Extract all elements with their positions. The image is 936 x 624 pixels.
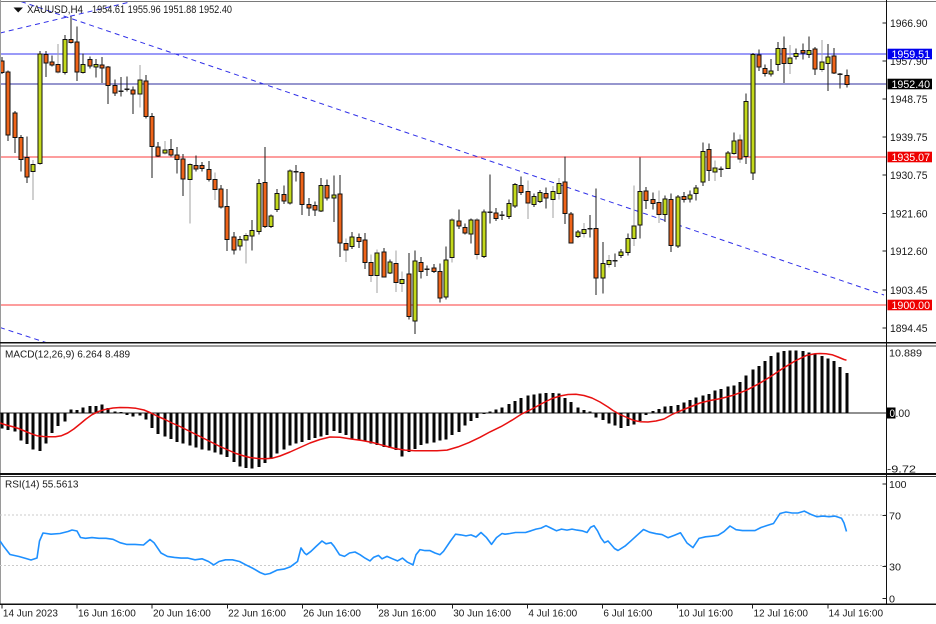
svg-text:1959.51: 1959.51 (892, 49, 931, 61)
svg-text:16 Jun 16:00: 16 Jun 16:00 (78, 609, 136, 620)
svg-text:70: 70 (889, 511, 901, 523)
svg-text:1894.45: 1894.45 (890, 323, 928, 335)
svg-text:0: 0 (889, 593, 895, 605)
svg-text:1966.90: 1966.90 (890, 18, 928, 30)
svg-text:RSI(14) 55.5613: RSI(14) 55.5613 (5, 480, 79, 491)
svg-text:26 Jun 16:00: 26 Jun 16:00 (303, 609, 361, 620)
svg-text:1954.61 1955.96 1951.88 1952.4: 1954.61 1955.96 1951.88 1952.40 (92, 4, 232, 16)
svg-text:-9.72: -9.72 (887, 463, 916, 475)
svg-text:20 Jun 16:00: 20 Jun 16:00 (153, 609, 211, 620)
svg-text:1921.60: 1921.60 (890, 209, 928, 221)
svg-text:22 Jun 16:00: 22 Jun 16:00 (228, 609, 286, 620)
svg-text:10.889: 10.889 (889, 348, 922, 360)
svg-text:XAUUSD,H4: XAUUSD,H4 (27, 4, 83, 16)
svg-text:10 Jul 16:00: 10 Jul 16:00 (678, 609, 733, 620)
svg-text:1912.60: 1912.60 (890, 246, 928, 258)
svg-text:14 Jun 2023: 14 Jun 2023 (3, 609, 58, 620)
svg-text:.00: .00 (896, 408, 911, 420)
svg-text:MACD(12,26,9) 6.264 8.489: MACD(12,26,9) 6.264 8.489 (5, 350, 131, 361)
svg-text:1903.45: 1903.45 (890, 285, 928, 297)
svg-text:30 Jun 16:00: 30 Jun 16:00 (453, 609, 511, 620)
svg-text:1948.75: 1948.75 (890, 94, 928, 106)
svg-text:1939.75: 1939.75 (890, 132, 928, 144)
svg-text:14 Jul 16:00: 14 Jul 16:00 (829, 609, 884, 620)
svg-text:1952.40: 1952.40 (892, 79, 931, 91)
svg-text:100: 100 (889, 479, 907, 491)
svg-text:1930.75: 1930.75 (890, 170, 928, 182)
svg-text:0: 0 (890, 408, 896, 420)
svg-text:12 Jul 16:00: 12 Jul 16:00 (754, 609, 809, 620)
svg-text:6 Jul 16:00: 6 Jul 16:00 (603, 609, 652, 620)
svg-text:30: 30 (889, 561, 901, 573)
svg-text:1900.00: 1900.00 (892, 300, 931, 312)
svg-text:1935.07: 1935.07 (892, 152, 931, 164)
svg-text:28 Jun 16:00: 28 Jun 16:00 (378, 609, 436, 620)
svg-text:4 Jul 16:00: 4 Jul 16:00 (528, 609, 577, 620)
